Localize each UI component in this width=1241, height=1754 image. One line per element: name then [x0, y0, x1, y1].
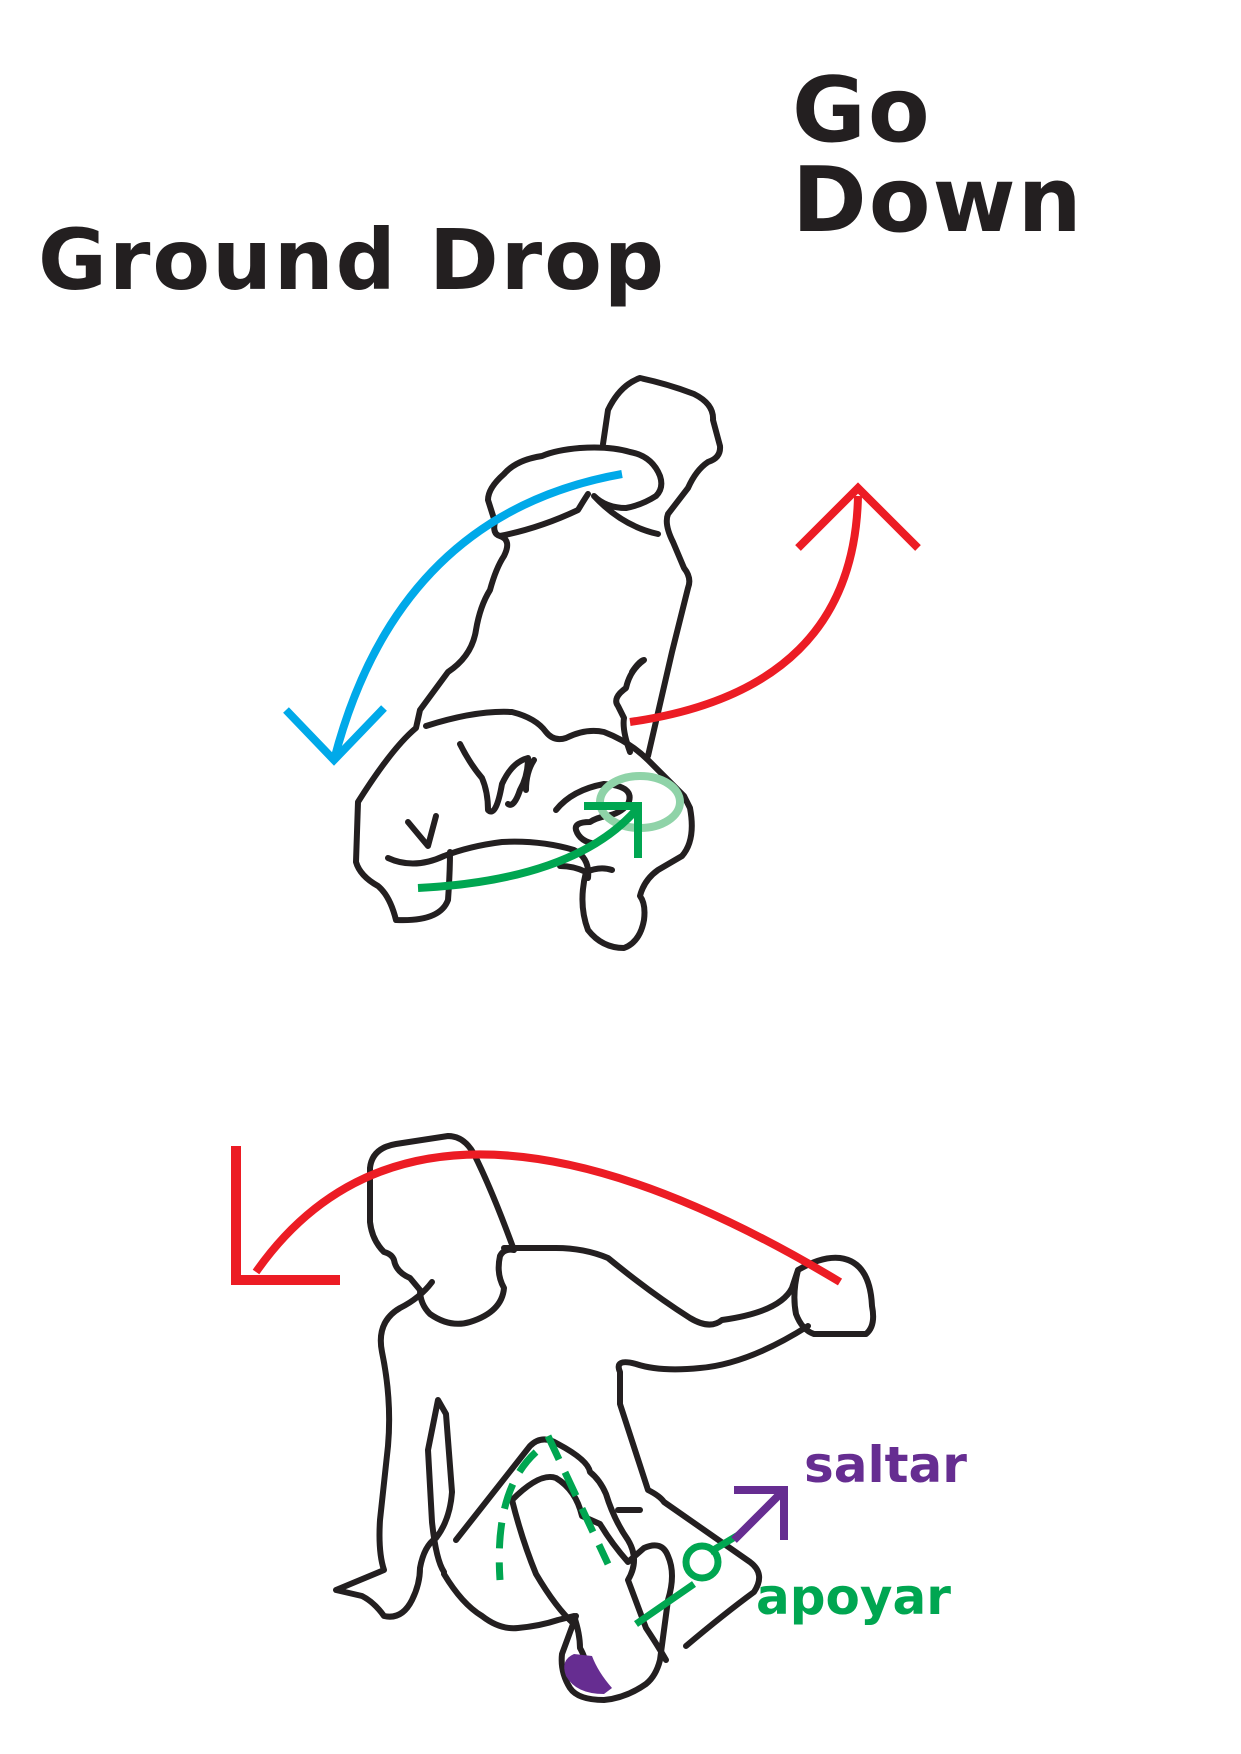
lower-arm-outline [333, 1279, 455, 1620]
upper-dancer-figure [353, 375, 724, 951]
red-rotation-arrow-icon [629, 482, 921, 726]
label-saltar: saltar [804, 1436, 967, 1494]
purple-jump-arrow-icon [731, 1486, 788, 1543]
lower-torso-outline [441, 1571, 593, 1683]
upper-head-outline [457, 741, 531, 815]
lower-shin-outline [509, 1474, 675, 1703]
lower-torso-inner-outline [453, 1436, 669, 1663]
upper-thigh-inner-outline [497, 491, 591, 539]
label-apoyar: apoyar [756, 1568, 951, 1626]
title-ground-drop: Ground Drop [38, 211, 667, 309]
lower-leg-outline [501, 1245, 877, 1337]
upper-curl-outline [553, 781, 633, 847]
upper-hip-outline [423, 708, 695, 951]
upper-foot-outline [600, 375, 724, 759]
lower-foot-outline [367, 1133, 517, 1327]
upper-face-detail [523, 757, 537, 793]
lower-dancer-figure [333, 1133, 877, 1703]
purple-support-shading [564, 1654, 612, 1694]
upper-v-mark [405, 813, 439, 849]
green-rotation-arrow-icon [417, 772, 684, 892]
lower-leg-bottom-outline [615, 1323, 811, 1649]
upper-torso-outline [353, 445, 583, 924]
upper-chin-outline [385, 838, 615, 881]
upper-hand-outline [613, 657, 647, 755]
red-rotation-arrow-icon [231, 1146, 843, 1286]
lower-knee-outline [509, 1497, 577, 1627]
blue-rotation-arrow-icon [283, 470, 623, 766]
title-go-down: Go Down [792, 58, 1084, 253]
upper-shin-outline [577, 444, 665, 537]
